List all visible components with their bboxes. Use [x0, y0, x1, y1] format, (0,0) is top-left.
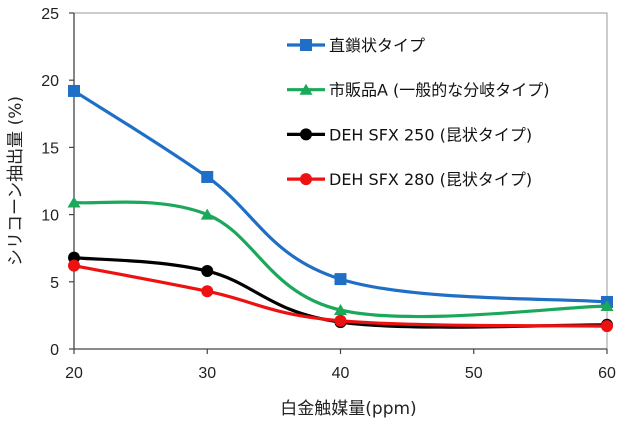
data-point — [600, 299, 614, 311]
data-point — [201, 285, 214, 298]
x-tick-label: 20 — [65, 365, 83, 382]
y-tick-label: 20 — [41, 73, 59, 90]
axes: 0 5 10 15 20 25 20 30 40 50 60 — [41, 6, 616, 382]
legend-swatch-marker — [300, 39, 312, 51]
y-tick-label: 10 — [41, 208, 59, 225]
data-point — [68, 84, 80, 97]
data-point — [334, 314, 347, 327]
series-line — [72, 264, 609, 328]
data-point — [601, 320, 613, 333]
data-point — [334, 304, 347, 316]
data-point — [201, 265, 214, 278]
legend-label: DEH SFX 280 (昆状タイプ) — [329, 170, 532, 189]
x-tick-label: 50 — [465, 365, 483, 382]
series-line — [72, 89, 609, 304]
legend-label: 市販品A (一般的な分岐タイプ) — [329, 81, 550, 100]
y-tick-label: 25 — [41, 6, 59, 23]
x-tick-label: 30 — [198, 365, 216, 382]
data-point — [200, 208, 214, 220]
y-tick-label: 0 — [50, 342, 59, 359]
legend-item: 市販品A (一般的な分岐タイプ) — [287, 81, 550, 100]
legend-label: 直鎖状タイプ — [329, 36, 425, 55]
data-point — [334, 273, 347, 286]
data-point — [68, 259, 80, 272]
legend-swatch-marker — [299, 83, 313, 95]
legend-item: DEH SFX 280 (昆状タイプ) — [287, 170, 532, 189]
legend-swatch-marker — [300, 128, 312, 141]
y-axis-title: シリコーン抽出量 (%) — [6, 96, 26, 266]
legend-label: DEH SFX 250 (昆状タイプ) — [329, 125, 532, 144]
series-4 — [68, 259, 613, 333]
legend-swatch-marker — [300, 173, 312, 186]
legend-item: DEH SFX 250 (昆状タイプ) — [287, 125, 532, 144]
data-point — [67, 196, 81, 208]
x-tick-label: 60 — [598, 365, 616, 382]
data-point — [201, 170, 214, 183]
x-tick-label: 40 — [332, 365, 350, 382]
y-tick-label: 5 — [50, 275, 59, 292]
series-layer — [67, 84, 614, 333]
series-2 — [67, 196, 614, 319]
legend-item: 直鎖状タイプ — [287, 36, 425, 55]
series-1 — [68, 84, 613, 308]
series-line — [72, 200, 609, 319]
y-tick-label: 15 — [41, 140, 59, 157]
x-axis-title: 白金触媒量(ppm) — [280, 399, 416, 419]
